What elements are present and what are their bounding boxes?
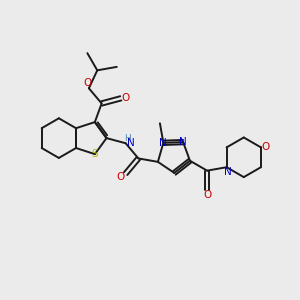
Text: H: H [124, 134, 131, 143]
Text: O: O [203, 190, 211, 200]
Text: N: N [160, 138, 167, 148]
Text: N: N [127, 138, 134, 148]
Text: N: N [179, 137, 187, 147]
Text: O: O [117, 172, 125, 182]
Text: S: S [92, 149, 98, 159]
Text: O: O [262, 142, 270, 152]
Text: O: O [84, 78, 92, 88]
Text: O: O [122, 93, 130, 103]
Text: N: N [224, 167, 232, 177]
